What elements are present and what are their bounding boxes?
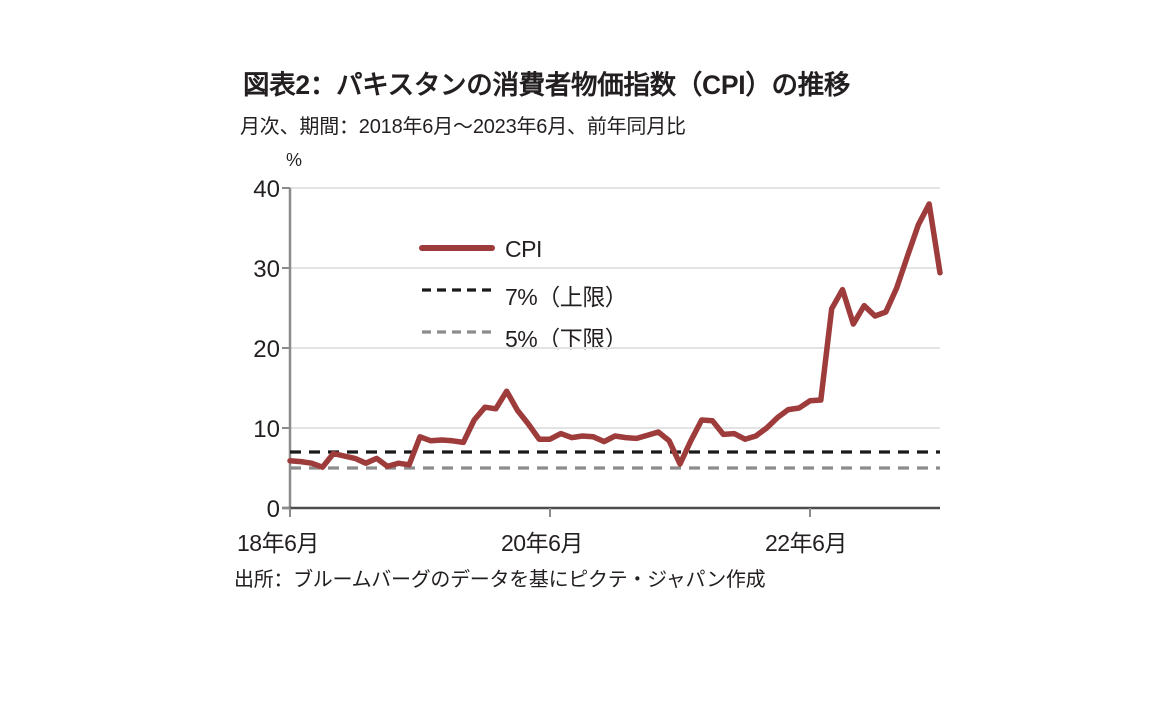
cpi-line-path xyxy=(287,201,943,470)
page-title: 図表2：パキスタンの消費者物価指数（CPI）の推移 xyxy=(243,70,851,100)
x-tick-label-2022-06: 22年6月 xyxy=(765,530,847,556)
y-tick-label-10: 10 xyxy=(253,416,280,443)
legend-label-cpi: CPI xyxy=(505,236,542,262)
reference-lines-group xyxy=(290,450,940,470)
x-tick-label-2020-06: 20年6月 xyxy=(501,530,583,556)
y-tick-label-30: 30 xyxy=(253,256,280,283)
y-tick-label-0: 0 xyxy=(266,496,280,523)
chart-subtitle: 月次、期間：2018年6月～2023年6月、前年同月比 xyxy=(240,116,686,138)
x-tick-label-2018-06: 18年6月 xyxy=(237,530,319,556)
legend-label-upper-limit: 7%（上限） xyxy=(505,284,628,310)
gridlines-group xyxy=(290,187,940,429)
axis-group xyxy=(282,187,940,517)
y-tick-label-40: 40 xyxy=(253,176,280,203)
cpi-series-line xyxy=(287,201,943,470)
source-note: 出所：ブルームバーグのデータを基にピクテ・ジャパン作成 xyxy=(234,569,766,591)
y-tick-label-20: 20 xyxy=(253,336,280,363)
y-axis-unit-label: % xyxy=(286,150,303,170)
legend-swatches-group xyxy=(419,245,495,334)
